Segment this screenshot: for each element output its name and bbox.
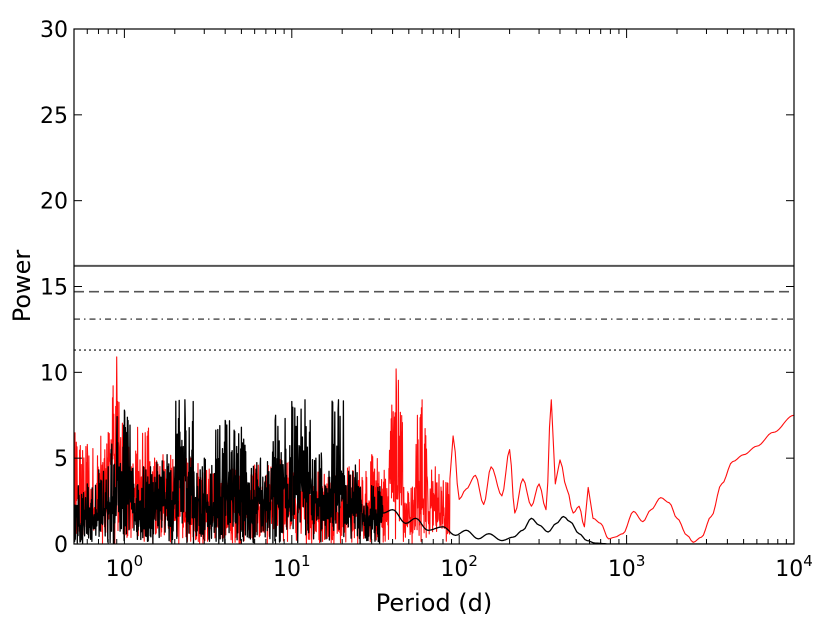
x-axis-label: Period (d) [376, 589, 492, 617]
x-tick-label: 104 [775, 552, 813, 582]
y-tick-label: 0 [54, 533, 68, 558]
x-axis-ticks: 100 101 102 103 104 [73, 29, 813, 582]
y-axis-ticks: 0 5 10 15 20 25 30 [40, 18, 794, 558]
x-tick-label: 102 [440, 552, 478, 582]
y-tick-label: 20 [40, 190, 68, 215]
x-tick-label: 101 [273, 552, 311, 582]
x-tick-label: 100 [106, 552, 144, 582]
y-axis-label: Power [8, 250, 36, 323]
y-tick-label: 30 [40, 18, 68, 43]
x-tick-label: 103 [608, 552, 646, 582]
series-line-black [74, 399, 794, 544]
y-tick-label: 15 [40, 276, 68, 301]
y-tick-label: 25 [40, 104, 68, 129]
series-layer [74, 356, 794, 544]
plot-background [74, 29, 794, 544]
y-tick-label: 10 [40, 361, 68, 386]
threshold-lines [74, 264, 794, 351]
y-tick-label: 5 [54, 447, 68, 472]
